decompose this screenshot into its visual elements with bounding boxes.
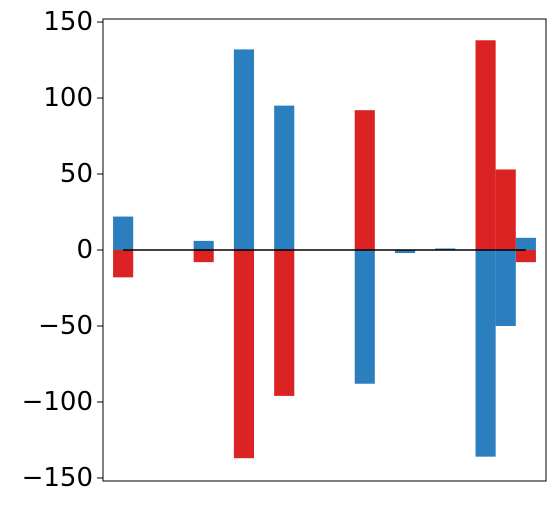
bar — [194, 250, 214, 262]
bar — [113, 250, 133, 277]
bar — [476, 250, 496, 457]
bar — [355, 250, 375, 384]
y-tick-label: −100 — [22, 387, 93, 417]
bar — [274, 106, 294, 250]
bar — [476, 40, 496, 250]
y-axis: 150 100 50 0 −50 −100 −150 — [22, 7, 103, 493]
bar — [274, 250, 294, 396]
y-tick-label: −50 — [38, 311, 93, 341]
bar — [234, 250, 254, 458]
y-tick-label: 150 — [43, 7, 93, 37]
y-tick-label: 100 — [43, 83, 93, 113]
bar — [496, 169, 516, 250]
bar — [234, 49, 254, 250]
y-tick-label: 0 — [76, 235, 93, 265]
bar — [194, 241, 214, 250]
bar — [516, 250, 536, 262]
bar — [355, 110, 375, 250]
bar — [113, 217, 133, 250]
bar — [496, 250, 516, 326]
y-tick-label: −150 — [22, 463, 93, 493]
y-tick-label: 50 — [60, 159, 93, 189]
bar — [516, 238, 536, 250]
